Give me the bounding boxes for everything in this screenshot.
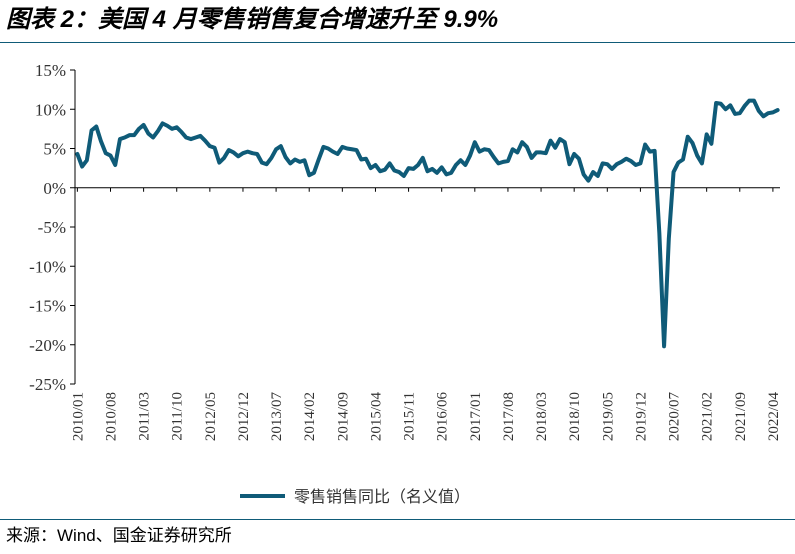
source-note: 来源：Wind、国金证券研究所 [6, 526, 232, 545]
x-tick-label: 2012/12 [236, 392, 252, 441]
x-tick-label: 2015/04 [368, 392, 384, 442]
legend-label: 零售销售同比（名义值） [294, 487, 470, 506]
x-tick-label: 2014/09 [335, 392, 351, 441]
y-tick-label: -25% [29, 375, 66, 394]
x-tick-label: 2017/08 [501, 392, 517, 441]
x-tick-label: 2019/12 [633, 392, 649, 441]
x-tick-label: 2018/10 [567, 392, 583, 441]
series-line-retail-sales-yoy [75, 98, 780, 349]
source-divider [0, 519, 795, 520]
series-layer [75, 98, 780, 349]
y-tick-label: -5% [38, 218, 66, 237]
x-tick-label: 2010/08 [103, 392, 119, 441]
y-tick-label: -10% [29, 257, 66, 276]
x-tick-label: 2010/01 [70, 392, 86, 441]
title-divider [0, 42, 795, 43]
chart-title: 图表 2：美国 4 月零售销售复合增速升至 9.9% [6, 6, 499, 33]
x-tick-label: 2015/11 [402, 392, 418, 441]
x-tick-label: 2021/02 [700, 392, 716, 441]
y-tick-label: 5% [43, 140, 66, 159]
x-tick-label: 2017/01 [468, 392, 484, 441]
legend: 零售销售同比（名义值） [240, 487, 470, 506]
y-tick-label: 0% [43, 179, 66, 198]
x-tick-label: 2011/10 [170, 392, 186, 441]
x-tick-label: 2014/02 [302, 392, 318, 441]
y-tick-label: -15% [29, 297, 66, 316]
x-tick-label: 2011/03 [137, 392, 153, 441]
y-tick-label: 15% [35, 61, 66, 80]
line-chart: 15% 10% 5% 0% -5% -10% -15% -20% -25%2010/01 2010… [29, 61, 782, 506]
y-tick-label: 10% [35, 100, 66, 119]
x-tick-label: 2020/07 [667, 392, 683, 442]
x-tick-label: 2021/09 [733, 392, 749, 441]
axes-layer: 15% 10% 5% 0% -5% -10% -15% -20% -25%2010/01 2010… [29, 61, 782, 441]
x-tick-label: 2019/05 [600, 392, 616, 441]
x-tick-label: 2012/05 [203, 392, 219, 441]
x-tick-label: 2018/03 [534, 392, 550, 441]
x-tick-label: 2016/06 [435, 392, 451, 442]
x-tick-label: 2022/04 [766, 392, 782, 442]
y-tick-label: -20% [29, 336, 66, 355]
x-tick-label: 2013/07 [269, 392, 285, 442]
